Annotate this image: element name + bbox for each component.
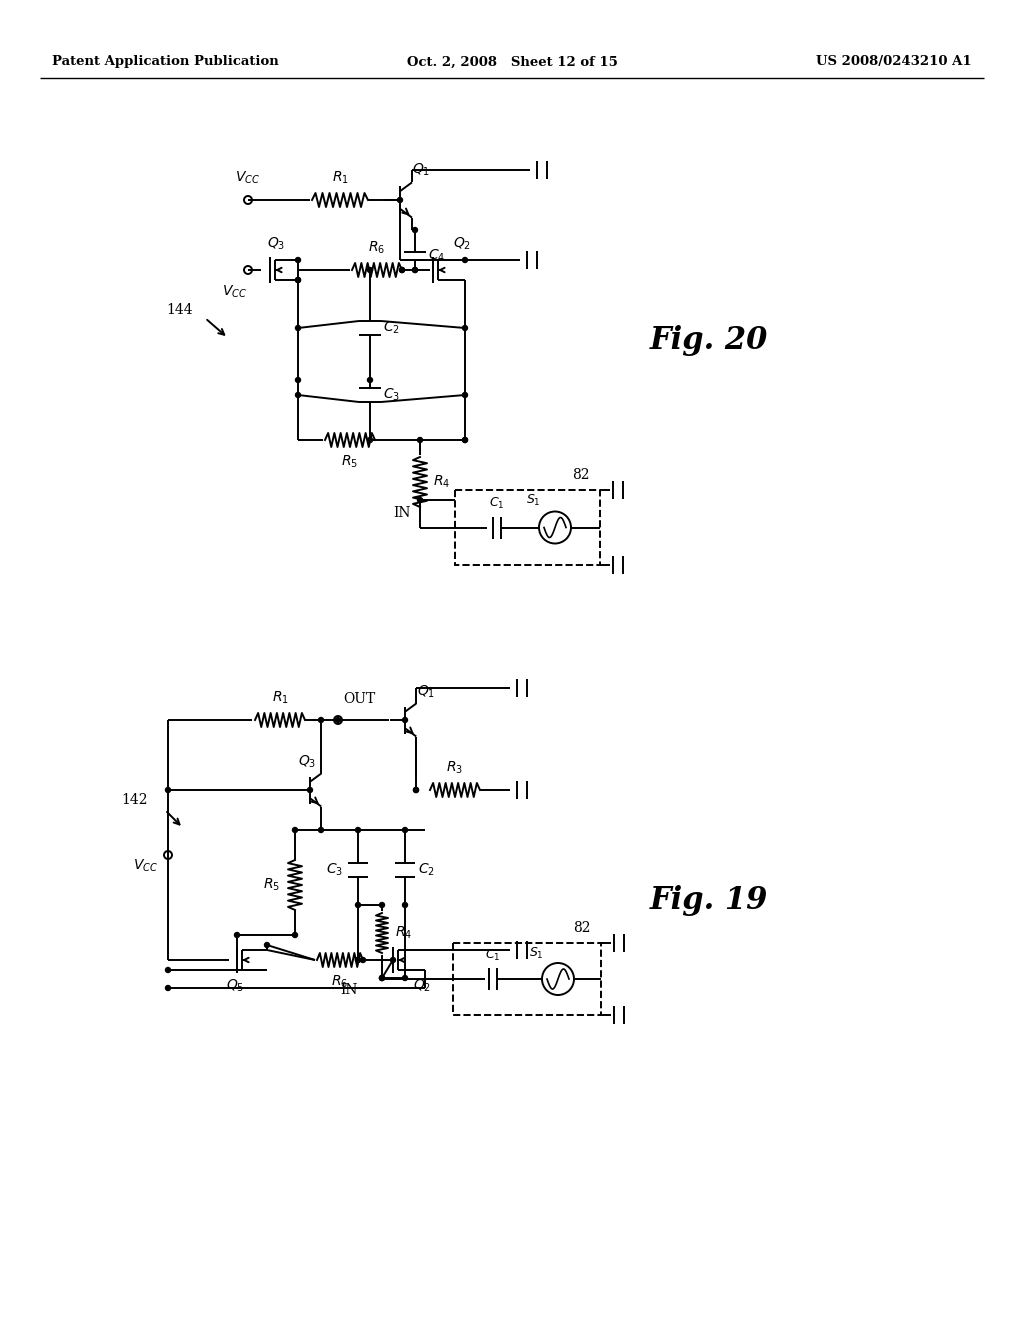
Text: Fig. 19: Fig. 19 xyxy=(650,884,768,916)
Text: 82: 82 xyxy=(573,921,591,935)
Circle shape xyxy=(463,392,468,397)
Circle shape xyxy=(368,378,373,383)
Text: Fig. 20: Fig. 20 xyxy=(650,325,768,355)
Text: OUT: OUT xyxy=(343,692,375,706)
Circle shape xyxy=(463,257,468,263)
Text: $C_3$: $C_3$ xyxy=(326,862,343,878)
Circle shape xyxy=(397,198,402,202)
Text: $R_6$: $R_6$ xyxy=(332,974,348,990)
Circle shape xyxy=(166,968,171,973)
Text: $R_5$: $R_5$ xyxy=(341,454,358,470)
Circle shape xyxy=(368,268,373,272)
Text: $Q_3$: $Q_3$ xyxy=(267,235,285,252)
Text: US 2008/0243210 A1: US 2008/0243210 A1 xyxy=(816,55,972,69)
Text: $Q_1$: $Q_1$ xyxy=(412,161,430,178)
Circle shape xyxy=(355,903,360,908)
Text: $Q_3$: $Q_3$ xyxy=(298,754,316,770)
Text: 82: 82 xyxy=(572,469,590,482)
Text: $C_2$: $C_2$ xyxy=(383,319,400,337)
Circle shape xyxy=(399,268,404,272)
Text: IN: IN xyxy=(393,506,411,520)
Circle shape xyxy=(463,326,468,330)
Circle shape xyxy=(380,975,384,981)
Text: $R_1$: $R_1$ xyxy=(271,689,289,706)
Circle shape xyxy=(360,957,366,962)
Text: $R_4$: $R_4$ xyxy=(395,925,413,941)
Text: $C_1$: $C_1$ xyxy=(489,496,505,511)
Circle shape xyxy=(380,903,384,908)
Text: $V_{CC}$: $V_{CC}$ xyxy=(236,169,260,186)
Circle shape xyxy=(390,957,395,962)
Bar xyxy=(453,942,601,1015)
Text: $C_3$: $C_3$ xyxy=(383,387,400,403)
Text: $S_1$: $S_1$ xyxy=(526,492,541,508)
Circle shape xyxy=(234,932,240,937)
Text: $C_4$: $C_4$ xyxy=(428,248,445,264)
Text: IN: IN xyxy=(341,983,358,997)
Circle shape xyxy=(355,957,360,962)
Circle shape xyxy=(296,378,300,383)
Text: $Q_5$: $Q_5$ xyxy=(226,978,244,994)
Bar xyxy=(455,490,600,565)
Circle shape xyxy=(402,975,408,981)
Circle shape xyxy=(296,326,300,330)
Circle shape xyxy=(318,828,324,833)
Circle shape xyxy=(296,277,300,282)
Circle shape xyxy=(264,942,269,948)
Circle shape xyxy=(399,268,404,272)
Text: $R_4$: $R_4$ xyxy=(433,474,451,490)
Circle shape xyxy=(296,257,300,263)
Circle shape xyxy=(413,268,418,272)
Text: Oct. 2, 2008   Sheet 12 of 15: Oct. 2, 2008 Sheet 12 of 15 xyxy=(407,55,617,69)
Text: 142: 142 xyxy=(122,793,148,807)
Circle shape xyxy=(413,227,418,232)
Circle shape xyxy=(355,957,360,962)
Circle shape xyxy=(307,788,312,792)
Circle shape xyxy=(402,903,408,908)
Text: $V_{CC}$: $V_{CC}$ xyxy=(133,858,158,874)
Circle shape xyxy=(355,828,360,833)
Circle shape xyxy=(418,498,423,503)
Circle shape xyxy=(463,437,468,442)
Text: Patent Application Publication: Patent Application Publication xyxy=(52,55,279,69)
Circle shape xyxy=(318,718,324,722)
Text: 144: 144 xyxy=(166,304,193,317)
Circle shape xyxy=(402,828,408,833)
Circle shape xyxy=(293,932,298,937)
Text: $Q_2$: $Q_2$ xyxy=(413,978,431,994)
Circle shape xyxy=(413,268,418,272)
Circle shape xyxy=(380,975,384,981)
Text: $Q_1$: $Q_1$ xyxy=(417,684,435,700)
Text: $R_1$: $R_1$ xyxy=(332,169,348,186)
Circle shape xyxy=(414,788,419,792)
Circle shape xyxy=(296,277,300,282)
Circle shape xyxy=(166,986,171,990)
Circle shape xyxy=(166,788,171,792)
Text: $C_1$: $C_1$ xyxy=(485,948,501,964)
Circle shape xyxy=(368,437,373,442)
Text: $S_1$: $S_1$ xyxy=(529,946,544,961)
Circle shape xyxy=(336,718,341,722)
Text: $V_{CC}$: $V_{CC}$ xyxy=(222,284,248,301)
Text: $Q_2$: $Q_2$ xyxy=(453,235,471,252)
Text: $R_6$: $R_6$ xyxy=(369,240,386,256)
Text: $R_5$: $R_5$ xyxy=(263,876,280,894)
Text: $C_2$: $C_2$ xyxy=(418,862,435,878)
Circle shape xyxy=(418,437,423,442)
Circle shape xyxy=(380,975,384,981)
Circle shape xyxy=(296,392,300,397)
Circle shape xyxy=(293,828,298,833)
Circle shape xyxy=(463,437,468,442)
Text: $R_3$: $R_3$ xyxy=(446,759,464,776)
Circle shape xyxy=(402,718,408,722)
Circle shape xyxy=(414,788,419,792)
